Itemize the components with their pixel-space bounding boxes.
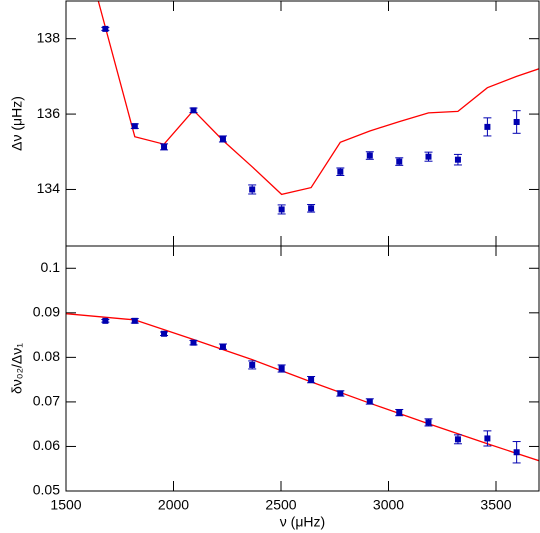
point (337, 390, 344, 397)
point (396, 409, 403, 416)
point (454, 436, 461, 443)
x-tick-label: 3000 (373, 497, 404, 513)
y-tick-label: 134 (37, 180, 61, 196)
y-tick-label: 0.05 (33, 482, 60, 498)
point (131, 123, 138, 130)
y-tick-label: 138 (37, 29, 61, 45)
point (102, 25, 109, 32)
point (396, 158, 403, 165)
x-tick-label: 2500 (265, 497, 296, 513)
point (513, 449, 520, 456)
point (484, 435, 491, 442)
point (484, 123, 491, 130)
point (278, 206, 285, 213)
model-line (97, 1, 539, 196)
point (219, 343, 226, 350)
point (337, 168, 344, 175)
y-axis-label: Δν (μHz) (9, 96, 25, 151)
point (425, 419, 432, 426)
y-tick-label: 0.06 (33, 437, 60, 453)
point (190, 339, 197, 346)
x-tick-label: 3500 (480, 497, 511, 513)
point (308, 376, 315, 383)
point (366, 152, 373, 159)
point (249, 361, 256, 368)
point (190, 107, 197, 114)
model-line (66, 313, 539, 462)
point (102, 317, 109, 324)
point (131, 317, 138, 324)
panel: 134 136 138 Δν (μHz) (9, 0, 540, 247)
point (308, 205, 315, 212)
y-tick-label: 136 (37, 105, 61, 121)
x-tick-label: 2000 (158, 497, 189, 513)
point (513, 118, 520, 125)
y-tick-label: 0.09 (33, 304, 60, 320)
y-tick-label: 0.1 (41, 259, 61, 275)
point (161, 143, 168, 150)
y-tick-label: 0.08 (33, 348, 60, 364)
point (249, 186, 256, 193)
point (161, 330, 168, 337)
point (425, 153, 432, 160)
point (219, 135, 226, 142)
point (366, 398, 373, 405)
y-axis-label: δν₀₂/Δν₁ (9, 343, 25, 394)
frame (65, 245, 540, 492)
point (278, 365, 285, 372)
x-axis-label: ν (μHz) (280, 514, 325, 530)
x-tick-label: 1500 (50, 497, 81, 513)
panel: 0.05 0.06 0.07 0.08 0.09 0.1 1500 2000 2500 3000 3… (9, 245, 540, 530)
point (454, 156, 461, 163)
y-tick-label: 0.07 (33, 393, 60, 409)
